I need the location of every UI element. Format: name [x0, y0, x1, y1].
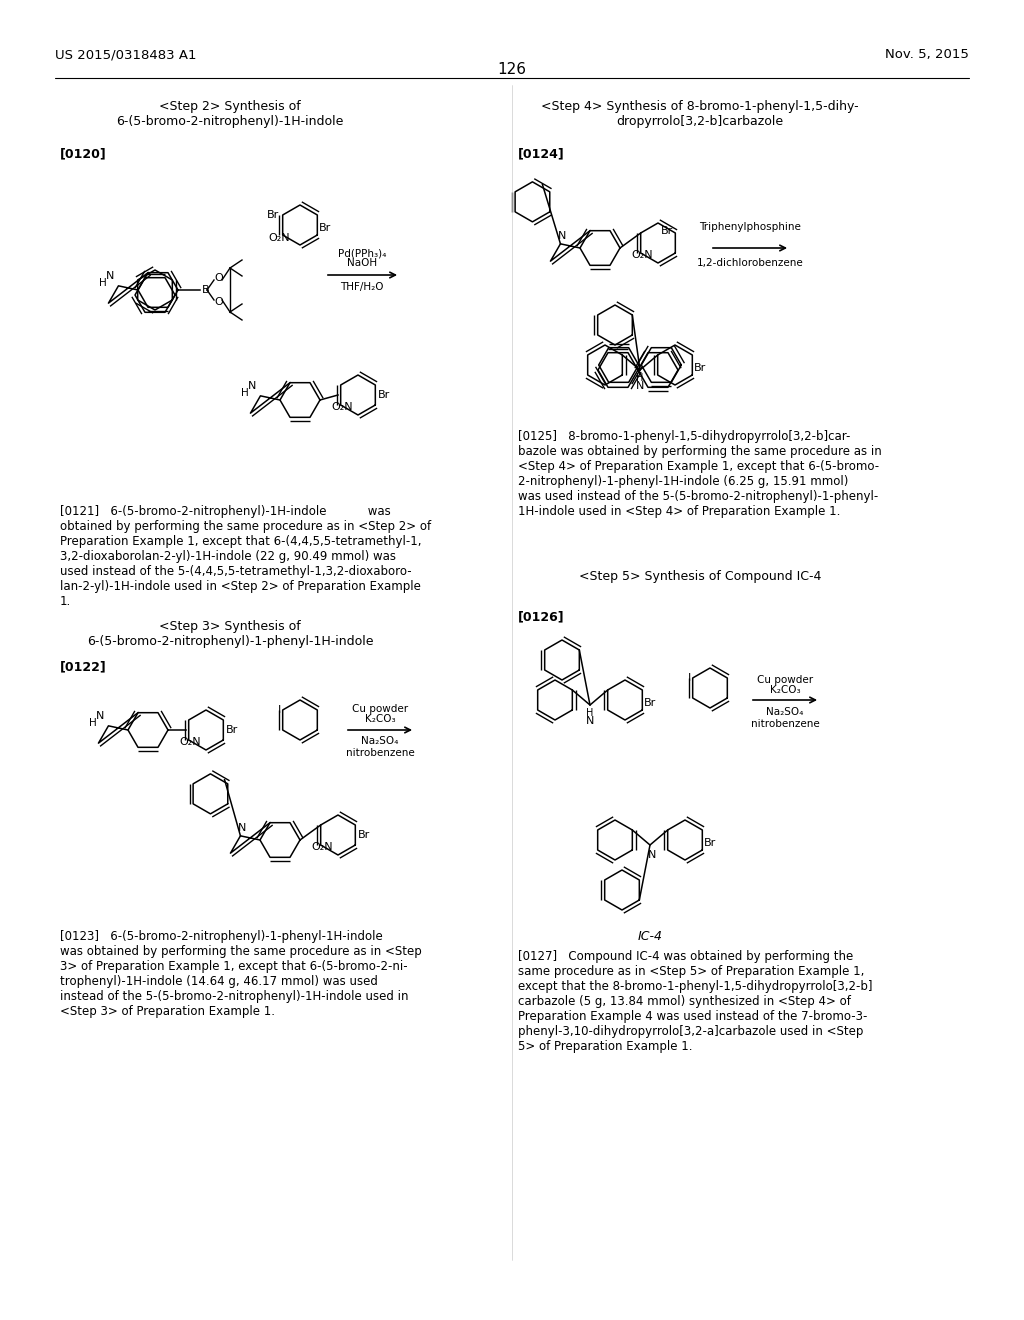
Text: O₂N: O₂N	[311, 842, 333, 851]
Text: O₂N: O₂N	[179, 737, 201, 747]
Text: K₂CO₃: K₂CO₃	[770, 685, 801, 696]
Text: H: H	[88, 718, 96, 727]
Text: [0121]   6-(5-bromo-2-nitrophenyl)-1H-indole           was
obtained by performin: [0121] 6-(5-bromo-2-nitrophenyl)-1H-indo…	[60, 506, 431, 609]
Text: N: N	[636, 381, 644, 391]
Text: Br: Br	[694, 363, 707, 374]
Text: Br: Br	[705, 838, 717, 847]
Text: [0120]: [0120]	[60, 147, 106, 160]
Text: US 2015/0318483 A1: US 2015/0318483 A1	[55, 48, 197, 61]
Text: H: H	[636, 374, 644, 383]
Text: O₂N: O₂N	[332, 403, 353, 412]
Text: Br: Br	[662, 226, 673, 236]
Text: K₂CO₃: K₂CO₃	[365, 714, 395, 723]
Text: <Step 3> Synthesis of
6-(5-bromo-2-nitrophenyl)-1-phenyl-1H-indole: <Step 3> Synthesis of 6-(5-bromo-2-nitro…	[87, 620, 374, 648]
Text: N: N	[96, 711, 104, 721]
Text: H: H	[587, 708, 594, 718]
Text: Cu powder: Cu powder	[757, 675, 813, 685]
Text: Br: Br	[378, 389, 390, 400]
Text: Na₂SO₄: Na₂SO₄	[361, 737, 398, 746]
Text: [0127]   Compound IC-4 was obtained by performing the
same procedure as in <Step: [0127] Compound IC-4 was obtained by per…	[518, 950, 872, 1053]
Text: O₂N: O₂N	[268, 234, 290, 243]
Text: <Step 2> Synthesis of
6-(5-bromo-2-nitrophenyl)-1H-indole: <Step 2> Synthesis of 6-(5-bromo-2-nitro…	[117, 100, 344, 128]
Text: N: N	[248, 381, 257, 391]
Text: Pd(PPh₃)₄: Pd(PPh₃)₄	[338, 248, 386, 257]
Text: H: H	[241, 388, 248, 397]
Text: O₂N: O₂N	[632, 249, 653, 260]
Text: <Step 5> Synthesis of Compound IC-4: <Step 5> Synthesis of Compound IC-4	[579, 570, 821, 583]
Text: I: I	[278, 705, 281, 715]
Text: NaOH: NaOH	[347, 257, 377, 268]
Text: THF/H₂O: THF/H₂O	[340, 282, 384, 292]
Text: nitrobenzene: nitrobenzene	[751, 719, 819, 729]
Text: [0123]   6-(5-bromo-2-nitrophenyl)-1-phenyl-1H-indole
was obtained by performing: [0123] 6-(5-bromo-2-nitrophenyl)-1-pheny…	[60, 931, 422, 1018]
Text: H: H	[98, 277, 106, 288]
Text: [0125]   8-bromo-1-phenyl-1,5-dihydropyrrolo[3,2-b]car-
bazole was obtained by p: [0125] 8-bromo-1-phenyl-1,5-dihydropyrro…	[518, 430, 882, 517]
Text: IC-4: IC-4	[638, 931, 663, 942]
Text: Cu powder: Cu powder	[352, 704, 408, 714]
Text: [0124]: [0124]	[518, 147, 565, 160]
Text: Nov. 5, 2015: Nov. 5, 2015	[885, 48, 969, 61]
Text: N: N	[106, 271, 115, 281]
Text: O: O	[214, 273, 223, 282]
Text: 1,2-dichlorobenzene: 1,2-dichlorobenzene	[696, 257, 804, 268]
Text: [0122]: [0122]	[60, 660, 106, 673]
Text: Br: Br	[319, 223, 332, 234]
Text: Br: Br	[266, 210, 279, 220]
Text: nitrobenzene: nitrobenzene	[346, 748, 415, 758]
Text: N: N	[586, 715, 594, 726]
Text: Na₂SO₄: Na₂SO₄	[766, 708, 804, 717]
Text: I: I	[687, 673, 690, 682]
Text: Br: Br	[358, 830, 371, 840]
Text: 126: 126	[498, 62, 526, 77]
Text: Triphenylphosphine: Triphenylphosphine	[699, 222, 801, 232]
Text: [0126]: [0126]	[518, 610, 564, 623]
Text: O: O	[214, 297, 223, 308]
Text: <Step 4> Synthesis of 8-bromo-1-phenyl-1,5-dihy-
dropyrrolo[3,2-b]carbazole: <Step 4> Synthesis of 8-bromo-1-phenyl-1…	[542, 100, 859, 128]
Text: N: N	[239, 822, 247, 833]
Text: Br: Br	[644, 698, 656, 708]
Text: Br: Br	[226, 725, 239, 735]
Text: N: N	[648, 850, 656, 861]
Text: B: B	[202, 285, 210, 294]
Text: N: N	[558, 231, 566, 240]
